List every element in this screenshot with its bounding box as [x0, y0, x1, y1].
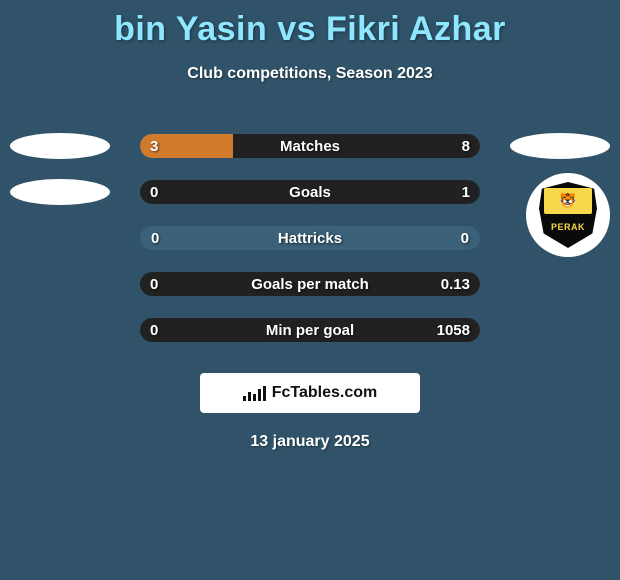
left-player-badge — [10, 133, 110, 159]
stat-row: 0Min per goal1058 — [0, 307, 620, 353]
stat-label: Matches — [140, 134, 480, 158]
stat-label: Goals — [140, 180, 480, 204]
stat-bar: 0Goals1 — [140, 180, 480, 204]
page-title: bin Yasin vs Fikri Azhar — [0, 0, 620, 49]
brand-text: FcTables.com — [272, 384, 378, 402]
stat-right-value: 1 — [462, 180, 470, 204]
stat-row: 3Matches8 — [0, 123, 620, 169]
stat-row: 🐯PERAK0Goals1 — [0, 169, 620, 215]
ellipse-icon — [510, 133, 610, 159]
subtitle: Club competitions, Season 2023 — [0, 65, 620, 83]
brand-badge: FcTables.com — [200, 373, 420, 413]
left-player-badge — [10, 179, 110, 205]
stat-label: Min per goal — [140, 318, 480, 342]
stat-bar: 0Min per goal1058 — [140, 318, 480, 342]
stat-right-value: 8 — [462, 134, 470, 158]
stat-label: Hattricks — [141, 227, 479, 249]
bar-chart-icon — [243, 385, 266, 401]
snapshot-date: 13 january 2025 — [0, 433, 620, 451]
stat-label: Goals per match — [140, 272, 480, 296]
ellipse-icon — [10, 179, 110, 205]
stat-row: 0Hattricks0 — [0, 215, 620, 261]
ellipse-icon — [10, 133, 110, 159]
comparison-chart: 3Matches8🐯PERAK0Goals10Hattricks00Goals … — [0, 123, 620, 353]
right-player-badge — [510, 133, 610, 159]
stat-bar: 0Hattricks0 — [140, 226, 480, 250]
stat-bar: 3Matches8 — [140, 134, 480, 158]
stat-bar: 0Goals per match0.13 — [140, 272, 480, 296]
stat-right-value: 1058 — [437, 318, 470, 342]
stat-right-value: 0.13 — [441, 272, 470, 296]
stat-right-value: 0 — [461, 227, 469, 249]
tiger-icon: 🐯 — [539, 192, 597, 209]
stat-row: 0Goals per match0.13 — [0, 261, 620, 307]
